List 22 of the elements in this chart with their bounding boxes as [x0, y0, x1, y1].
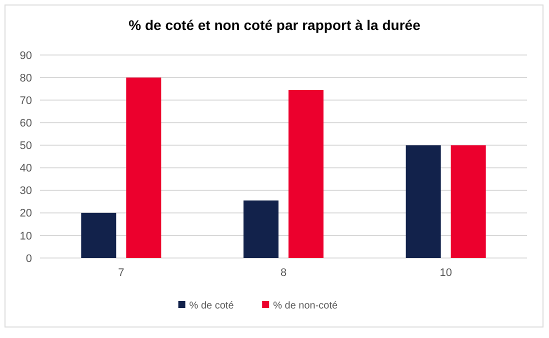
y-tick-label: 80 — [20, 72, 32, 84]
legend-label: % de non-coté — [273, 300, 338, 312]
y-tick-label: 30 — [20, 185, 32, 198]
y-tick-label: 70 — [20, 94, 32, 107]
chart-title: % de coté et non coté par rapport à la durée — [128, 17, 421, 33]
x-tick-label: 7 — [118, 267, 124, 279]
y-tick-label: 0 — [26, 252, 32, 265]
bar — [244, 200, 278, 258]
y-tick-label: 50 — [20, 140, 32, 152]
y-tick-label: 10 — [20, 230, 32, 242]
y-tick-label: 20 — [20, 208, 32, 220]
y-tick-label: 90 — [20, 50, 32, 62]
x-tick-label: 10 — [440, 267, 452, 279]
y-tick-label: 40 — [20, 162, 32, 175]
bar — [81, 212, 116, 258]
bar — [126, 78, 162, 258]
bar — [450, 145, 486, 258]
legend-label: % de coté — [189, 300, 234, 312]
x-tick-label: 8 — [280, 267, 287, 279]
bar — [406, 145, 441, 258]
y-tick-label: 60 — [20, 118, 32, 130]
bar — [288, 90, 324, 258]
